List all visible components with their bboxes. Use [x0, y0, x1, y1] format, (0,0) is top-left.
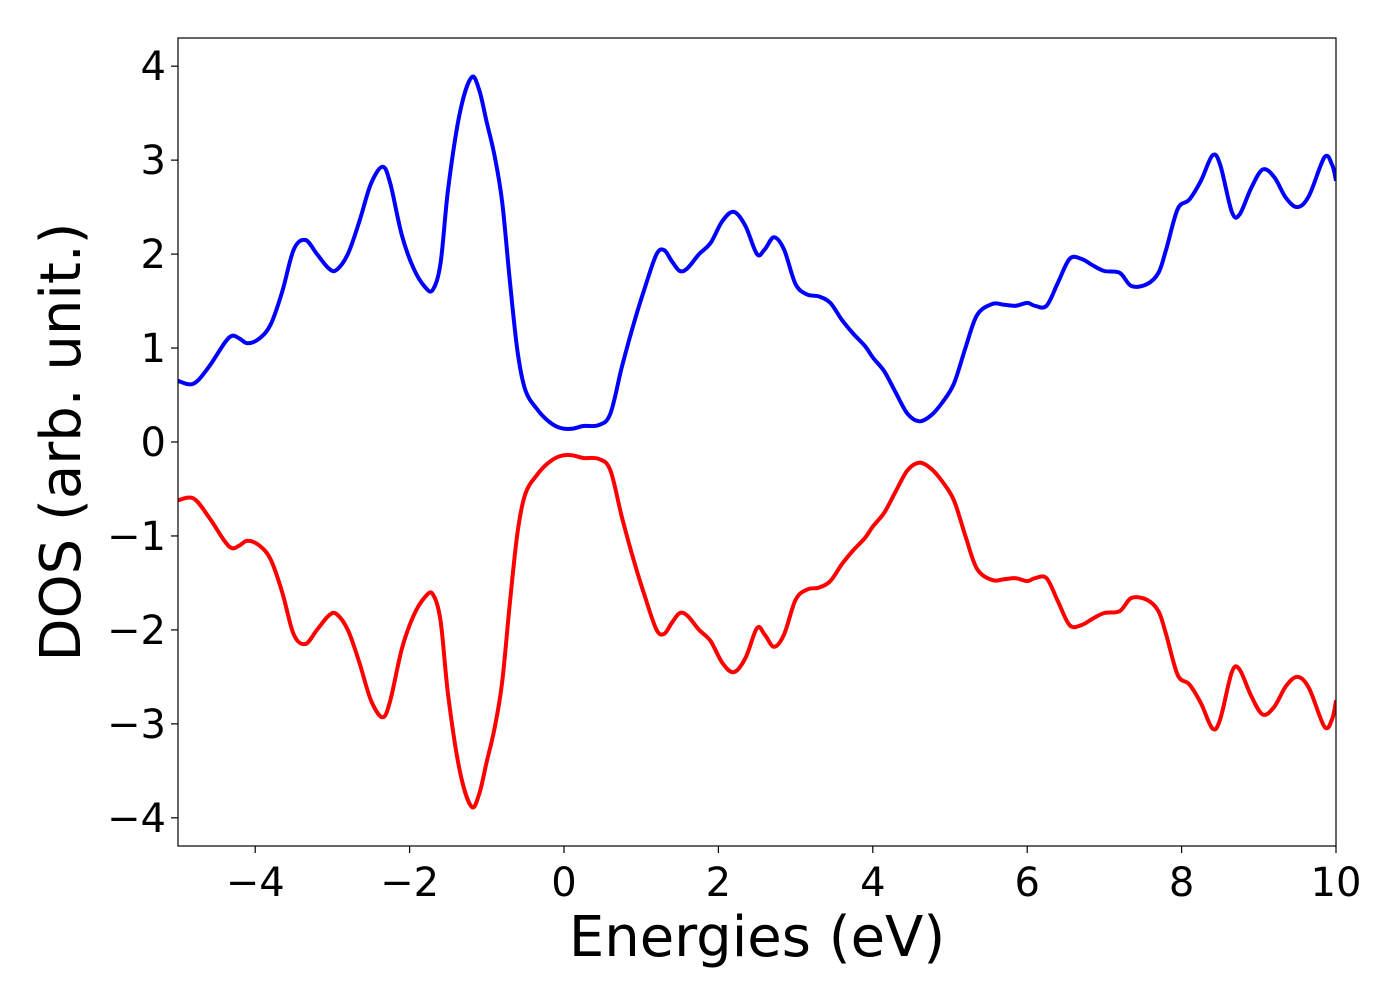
- plot-background: [178, 38, 1336, 846]
- x-axis-ticks: −4 −2 0 2 4 6 8 10: [226, 846, 1362, 906]
- x-tick-label: 0: [551, 860, 576, 906]
- series-layer: [178, 74, 1336, 810]
- x-tick-label: 6: [1014, 860, 1039, 906]
- y-tick-label: −2: [107, 608, 166, 654]
- series-line-spin-up: [178, 74, 1336, 432]
- x-axis-label: Energies (eV): [569, 905, 945, 970]
- y-axis-ticks: −4 −3 −2 −1 0 1 2 3 4: [107, 44, 178, 842]
- y-tick-label: −3: [107, 702, 166, 748]
- y-tick-label: 0: [141, 420, 166, 466]
- y-tick-label: 1: [141, 326, 166, 372]
- y-axis-label: DOS (arb. unit.): [29, 222, 94, 661]
- x-tick-label: 2: [706, 860, 731, 906]
- y-tick-label: 3: [141, 138, 166, 184]
- x-tick-label: −4: [226, 860, 285, 906]
- y-tick-label: 2: [141, 232, 166, 278]
- x-tick-label: −2: [380, 860, 439, 906]
- x-tick-label: 4: [860, 860, 885, 906]
- x-tick-label: 8: [1169, 860, 1194, 906]
- y-tick-label: 4: [141, 44, 166, 90]
- y-tick-label: −1: [107, 514, 166, 560]
- y-tick-label: −4: [107, 796, 166, 842]
- series-line-spin-down: [178, 452, 1336, 810]
- x-tick-label: 10: [1311, 860, 1362, 906]
